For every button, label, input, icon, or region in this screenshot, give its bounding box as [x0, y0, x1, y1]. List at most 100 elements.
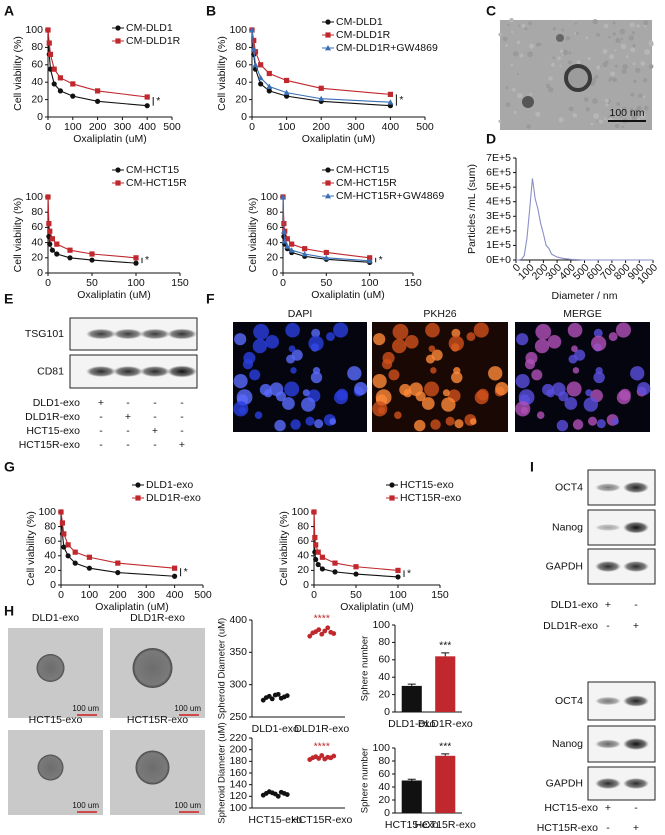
cell	[616, 390, 631, 405]
tem-grain	[574, 22, 577, 25]
marker	[319, 566, 325, 572]
blot-band	[113, 328, 143, 340]
marker	[281, 238, 288, 244]
y-tick-label: 60	[31, 221, 43, 233]
y-tick-label: 3E+5	[486, 210, 511, 222]
tem-grain	[643, 20, 649, 26]
marker	[323, 254, 330, 261]
x-tick-label: HCT15R-exo	[415, 819, 476, 831]
tem-grain	[638, 93, 643, 99]
channel-label: PKH26	[423, 308, 456, 320]
y-axis-label: Cell viability (%)	[216, 36, 228, 111]
scale-label: 100 um	[72, 704, 99, 713]
series-line	[313, 511, 399, 571]
legend-marker	[115, 25, 121, 31]
cell	[469, 418, 477, 425]
y-tick-label: 400	[229, 614, 247, 626]
tem-grain	[545, 83, 551, 89]
legend-label: CM-HCT15	[336, 164, 389, 176]
marker	[65, 553, 71, 559]
tem-grain	[620, 43, 627, 50]
x-tick-label: 0	[45, 277, 51, 289]
annotation: *	[379, 254, 383, 266]
tem-grain	[516, 72, 519, 75]
panel-label: A	[4, 3, 14, 19]
blot-band	[623, 777, 649, 790]
cell	[488, 366, 503, 381]
y-tick-label: 100	[260, 191, 278, 203]
blot-band	[167, 328, 197, 340]
x-tick-label: 200	[109, 589, 127, 601]
cell	[282, 397, 295, 410]
y-tick-label: 60	[297, 535, 309, 547]
legend-label: HCT15-exo	[400, 479, 454, 491]
marker	[89, 257, 95, 263]
x-tick-label: 150	[404, 277, 422, 289]
blot-band	[595, 524, 621, 531]
point	[319, 631, 325, 637]
y-tick-label: 60	[44, 535, 56, 547]
series-line	[60, 511, 175, 569]
blot-band	[595, 483, 621, 492]
row-mark: +	[605, 802, 611, 814]
marker	[95, 88, 101, 94]
cell	[612, 418, 619, 425]
x-tick-label: 0	[249, 121, 255, 133]
x-axis-label: Oxaliplatin (uM)	[73, 133, 147, 145]
x-tick-label: DLD1-exo	[388, 718, 435, 730]
marker	[252, 61, 259, 68]
tem-grain	[585, 107, 591, 112]
cell	[325, 332, 335, 342]
y-tick-label: 350	[229, 646, 247, 658]
y-tick-label: 0E+0	[486, 254, 511, 266]
y-tick-label: 160	[229, 767, 247, 779]
row-label: HCT15-exo	[544, 802, 598, 814]
annotation: ***	[439, 741, 451, 753]
marker	[283, 89, 290, 96]
annotation: ****	[314, 740, 330, 752]
x-tick-label: 500	[194, 589, 212, 601]
marker	[387, 99, 394, 105]
cell	[354, 381, 368, 396]
marker	[57, 88, 64, 94]
row-mark: -	[153, 397, 157, 409]
marker	[280, 228, 287, 234]
marker	[353, 571, 359, 577]
panel-label: C	[486, 3, 496, 19]
cell	[637, 381, 651, 396]
image-label: HCT15R-exo	[127, 714, 188, 726]
series-line	[282, 196, 370, 259]
row-mark: -	[153, 439, 157, 451]
y-tick-label: 40	[31, 76, 43, 88]
tem-grain	[594, 74, 599, 79]
point	[284, 693, 290, 699]
marker	[115, 560, 121, 566]
vesicle	[564, 64, 592, 92]
bar	[435, 656, 456, 712]
tem-grain	[632, 44, 636, 48]
legend-label: HCT15R-exo	[400, 492, 461, 504]
tem-grain	[559, 64, 562, 67]
cell	[595, 367, 603, 375]
marker	[395, 567, 401, 573]
marker	[47, 51, 54, 57]
y-axis-label: Spheroid Diameter (uM)	[217, 618, 228, 719]
legend-label: DLD1-exo	[146, 479, 193, 491]
tem-grain	[574, 32, 577, 35]
x-tick-label: 300	[137, 589, 155, 601]
y-tick-label: 20	[31, 93, 43, 105]
legend-label: CM-HCT15R	[336, 177, 397, 189]
row-mark: -	[126, 425, 130, 437]
row-mark: -	[126, 397, 130, 409]
cell	[574, 349, 586, 361]
cell	[421, 397, 435, 410]
cell	[571, 345, 578, 353]
cell	[415, 391, 426, 402]
cell	[333, 322, 349, 338]
tem-grain	[628, 35, 635, 41]
annotation: *	[399, 94, 403, 106]
row-mark: -	[99, 439, 103, 451]
marker	[61, 531, 67, 537]
tem-grain	[625, 55, 629, 58]
cell	[566, 381, 582, 397]
